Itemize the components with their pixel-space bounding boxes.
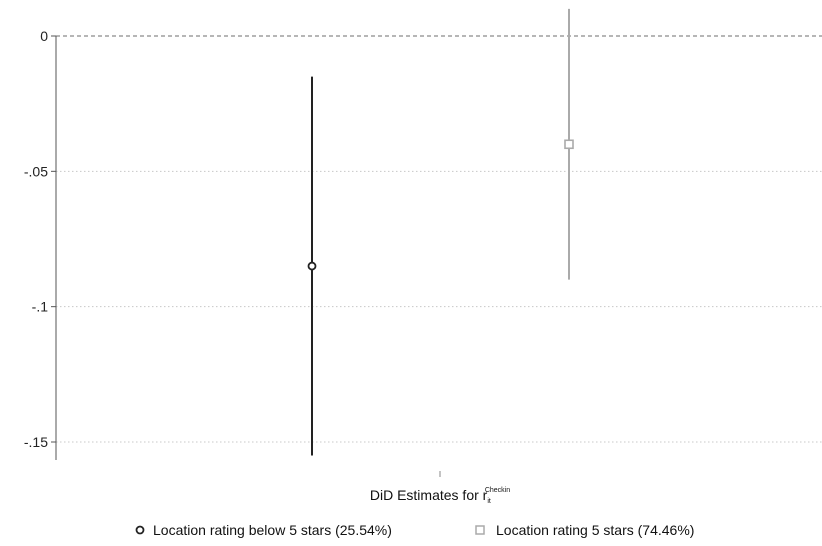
x-axis-title: DiD Estimates for rit Checkin [370, 487, 510, 505]
point-estimate-series-0 [307, 261, 317, 271]
y-tick-label-3: -.15 [24, 434, 48, 450]
y-tick-label-2: -.1 [32, 299, 49, 315]
y-tick-label-1: -.05 [24, 163, 48, 179]
legend-label-below-5-stars: Location rating below 5 stars (25.54%) [153, 522, 392, 538]
x-axis-title-main: DiD Estimates for r [370, 487, 488, 503]
point-estimate-series-1 [564, 139, 574, 150]
legend: Location rating below 5 stars (25.54%) L… [135, 522, 694, 538]
y-axis-ticks: 0 -.05 -.1 -.15 [24, 28, 56, 450]
series-layer [307, 8, 574, 456]
legend-label-5-stars: Location rating 5 stars (74.46%) [496, 522, 694, 538]
y-tick-label-0: 0 [40, 28, 48, 44]
legend-item-5-stars: Location rating 5 stars (74.46%) [475, 522, 694, 538]
legend-square-marker [475, 525, 485, 535]
legend-circle-marker [135, 525, 145, 535]
x-axis-title-subscript: it [487, 498, 491, 505]
legend-item-below-5-stars: Location rating below 5 stars (25.54%) [135, 522, 392, 538]
x-axis-title-superscript: Checkin [485, 487, 510, 494]
grid-lines [56, 170, 822, 443]
